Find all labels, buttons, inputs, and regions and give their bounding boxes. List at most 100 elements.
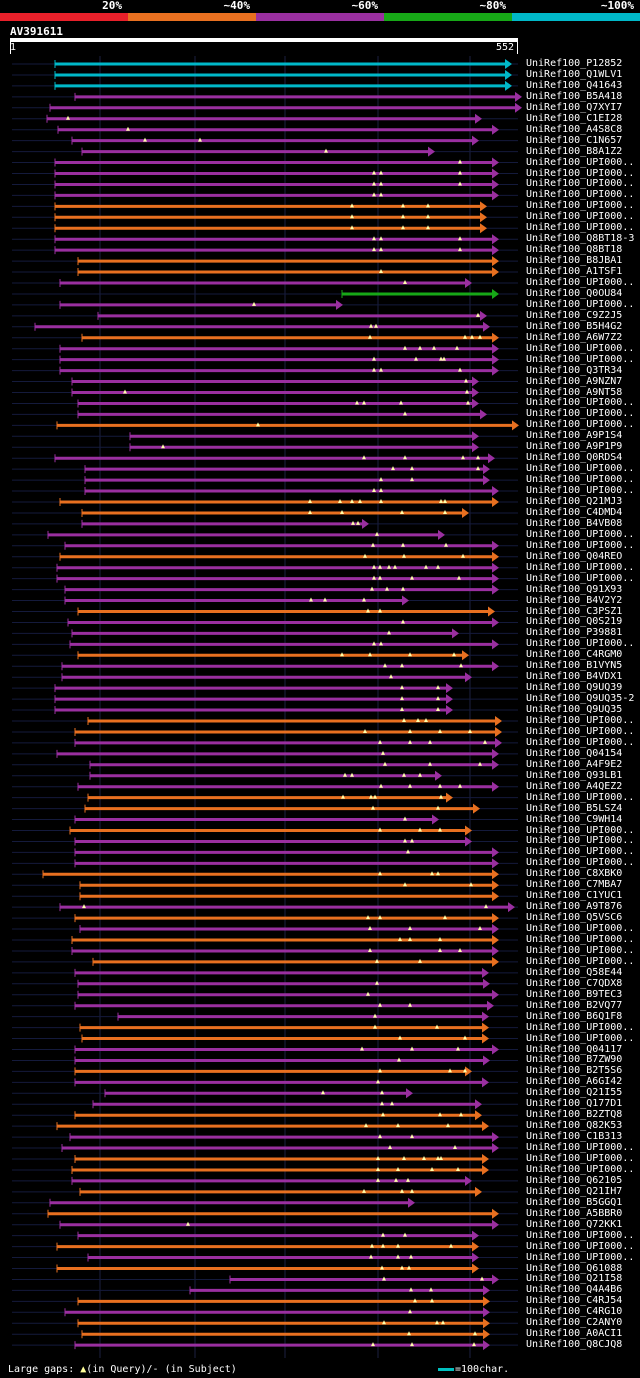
hit-label[interactable]: UniRef100_UPI000.. — [526, 561, 635, 573]
hit-row[interactable] — [12, 190, 518, 201]
hit-label[interactable]: UniRef100_B4VB08 — [526, 517, 623, 529]
hit-row[interactable] — [12, 737, 518, 748]
hit-label[interactable]: UniRef100_A9T876 — [526, 901, 623, 913]
hit-label[interactable]: UniRef100_Q4A4B6 — [526, 1284, 623, 1296]
hit-row[interactable] — [12, 113, 518, 124]
hit-label[interactable]: UniRef100_Q93LB1 — [526, 769, 623, 781]
hit-label[interactable]: UniRef100_Q177D1 — [526, 1098, 623, 1110]
hit-label[interactable]: UniRef100_Q0OU84 — [526, 287, 623, 299]
hit-label[interactable]: UniRef100_UPI000.. — [526, 419, 635, 431]
hit-row[interactable] — [12, 343, 518, 354]
hit-row[interactable] — [12, 146, 518, 157]
hit-row[interactable] — [12, 387, 518, 398]
hit-row[interactable] — [12, 299, 518, 310]
hit-label[interactable]: UniRef100_A4S8C8 — [526, 123, 623, 135]
hit-label[interactable]: UniRef100_Q3TR34 — [526, 364, 623, 376]
hit-label[interactable]: UniRef100_UPI000.. — [526, 736, 635, 748]
hit-label[interactable]: UniRef100_C1YUC1 — [526, 890, 623, 902]
hit-row[interactable] — [12, 978, 518, 989]
hit-label[interactable]: UniRef100_UPI000.. — [526, 791, 635, 803]
hit-label[interactable]: UniRef100_B4VDX1 — [526, 671, 623, 683]
hit-label[interactable]: UniRef100_UPI000.. — [526, 298, 635, 310]
hit-row[interactable] — [12, 453, 518, 464]
hit-row[interactable] — [12, 989, 518, 1000]
hit-label[interactable]: UniRef100_UPI000.. — [526, 167, 635, 179]
hit-row[interactable] — [12, 573, 518, 584]
hit-label[interactable]: UniRef100_C9Z2J5 — [526, 309, 623, 321]
hit-row[interactable] — [12, 135, 518, 146]
hit-label[interactable]: UniRef100_Q04REO — [526, 550, 623, 562]
hit-row[interactable] — [12, 91, 522, 102]
hit-row[interactable] — [12, 518, 518, 529]
hit-label[interactable]: UniRef100_Q72KK1 — [526, 1218, 623, 1230]
hit-row[interactable] — [12, 310, 518, 321]
hit-label[interactable]: UniRef100_Q58E44 — [526, 966, 623, 978]
hit-row[interactable] — [12, 1252, 518, 1263]
hit-label[interactable]: UniRef100_UPI000.. — [526, 1163, 635, 1175]
hit-label[interactable]: UniRef100_C7QDX8 — [526, 977, 623, 989]
hit-label[interactable]: UniRef100_Q9UQ35-2 — [526, 693, 635, 705]
hit-row[interactable] — [12, 1318, 518, 1329]
hit-row[interactable] — [12, 497, 518, 507]
hit-row[interactable] — [12, 1164, 518, 1175]
hit-label[interactable]: UniRef100_B7ZW90 — [526, 1054, 623, 1066]
hit-label[interactable]: UniRef100_Q21IH7 — [526, 1185, 623, 1197]
hit-label[interactable]: UniRef100_UPI000.. — [526, 1229, 635, 1241]
hit-row[interactable] — [12, 102, 522, 113]
hit-row[interactable] — [12, 672, 518, 683]
hit-label[interactable]: UniRef100_P12852 — [526, 58, 623, 69]
hit-row[interactable] — [12, 486, 518, 497]
hit-row[interactable] — [12, 781, 518, 792]
hit-label[interactable]: UniRef100_UPI000.. — [526, 824, 635, 836]
hit-row[interactable] — [12, 726, 518, 737]
hit-row[interactable] — [12, 288, 518, 299]
hit-row[interactable] — [12, 321, 518, 332]
hit-label[interactable]: UniRef100_Q5VSC6 — [526, 912, 623, 924]
hit-row[interactable] — [12, 967, 518, 978]
hit-row[interactable] — [12, 1230, 518, 1241]
hit-row[interactable] — [12, 80, 518, 91]
hit-row[interactable] — [12, 234, 518, 245]
hit-row[interactable] — [12, 562, 518, 573]
hit-row[interactable] — [12, 694, 518, 705]
hit-label[interactable]: UniRef100_UPI000.. — [526, 1240, 635, 1252]
hit-row[interactable] — [12, 935, 518, 945]
hit-row[interactable] — [12, 880, 518, 891]
hit-row[interactable] — [12, 442, 518, 453]
hit-row[interactable] — [12, 245, 518, 256]
hit-row[interactable] — [12, 759, 518, 770]
hit-label[interactable]: UniRef100_UPI000.. — [526, 1021, 635, 1033]
hit-label[interactable]: UniRef100_UPI000.. — [526, 725, 635, 737]
hit-label[interactable]: UniRef100_UPI000.. — [526, 715, 635, 726]
hit-label[interactable]: UniRef100_C4DMD4 — [526, 506, 623, 518]
hit-row[interactable] — [12, 464, 518, 475]
hit-row[interactable] — [12, 924, 518, 935]
hit-row[interactable] — [12, 902, 518, 913]
hit-label[interactable]: UniRef100_B5A418 — [526, 90, 623, 102]
hit-label[interactable]: UniRef100_Q04154 — [526, 747, 623, 759]
hit-row[interactable] — [12, 606, 518, 617]
hit-label[interactable]: UniRef100_UPI000.. — [526, 1251, 635, 1263]
hit-label[interactable]: UniRef100_A4QEZ2 — [526, 780, 623, 792]
hit-row[interactable] — [12, 1022, 518, 1033]
hit-label[interactable]: UniRef100_UPI000.. — [526, 408, 635, 420]
hit-label[interactable]: UniRef100_Q82K53 — [526, 1120, 623, 1132]
hit-label[interactable]: UniRef100_Q91X93 — [526, 583, 623, 595]
hit-row[interactable] — [12, 628, 518, 639]
hit-label[interactable]: UniRef100_UPI000.. — [526, 923, 635, 935]
hit-label[interactable]: UniRef100_UPI000.. — [526, 222, 635, 234]
hit-label[interactable]: UniRef100_Q61088 — [526, 1262, 623, 1274]
hit-row[interactable] — [12, 278, 518, 288]
hit-row[interactable] — [12, 1329, 518, 1340]
hit-label[interactable]: UniRef100_Q8BT18-3 — [526, 233, 635, 245]
hit-row[interactable] — [12, 847, 518, 858]
hit-label[interactable]: UniRef100_UPI000.. — [526, 397, 635, 409]
hit-row[interactable] — [12, 869, 518, 880]
hit-row[interactable] — [12, 639, 518, 650]
hit-row[interactable] — [12, 168, 518, 179]
hit-label[interactable]: UniRef100_A4F9E2 — [526, 758, 623, 770]
hit-label[interactable]: UniRef100_UPI000.. — [526, 156, 635, 168]
hit-label[interactable]: UniRef100_A6GI42 — [526, 1076, 623, 1088]
hit-row[interactable] — [12, 1033, 518, 1044]
hit-row[interactable] — [12, 59, 518, 69]
